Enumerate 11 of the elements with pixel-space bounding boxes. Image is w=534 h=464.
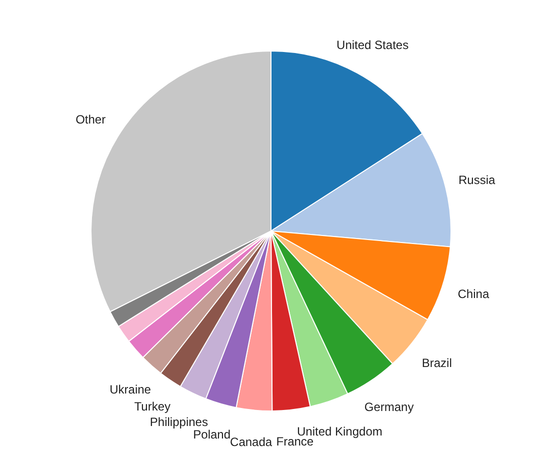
- slice-label: Brazil: [422, 356, 452, 370]
- slice-label: China: [458, 286, 490, 301]
- slice-label: Philippines: [150, 414, 208, 429]
- slice-label: United States: [336, 38, 409, 52]
- slice-label: Russia: [458, 173, 496, 188]
- slice-label: Other: [76, 112, 106, 127]
- slice-label: Canada: [230, 435, 272, 450]
- slice-label: Germany: [364, 400, 414, 414]
- slice-label: Poland: [193, 428, 231, 442]
- slice-label: Ukraine: [110, 382, 152, 397]
- slice-label: Turkey: [134, 400, 171, 414]
